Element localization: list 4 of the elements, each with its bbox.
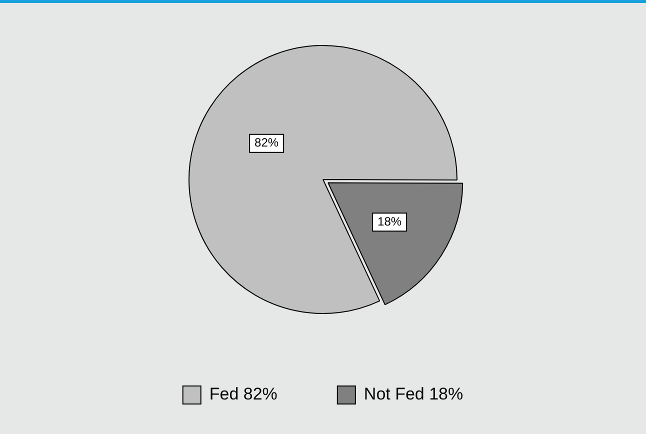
data-label: 18% <box>378 214 402 228</box>
data-label: 82% <box>254 136 279 150</box>
legend-label: Fed 82% <box>209 384 278 404</box>
legend-label: Not Fed 18% <box>364 384 464 404</box>
